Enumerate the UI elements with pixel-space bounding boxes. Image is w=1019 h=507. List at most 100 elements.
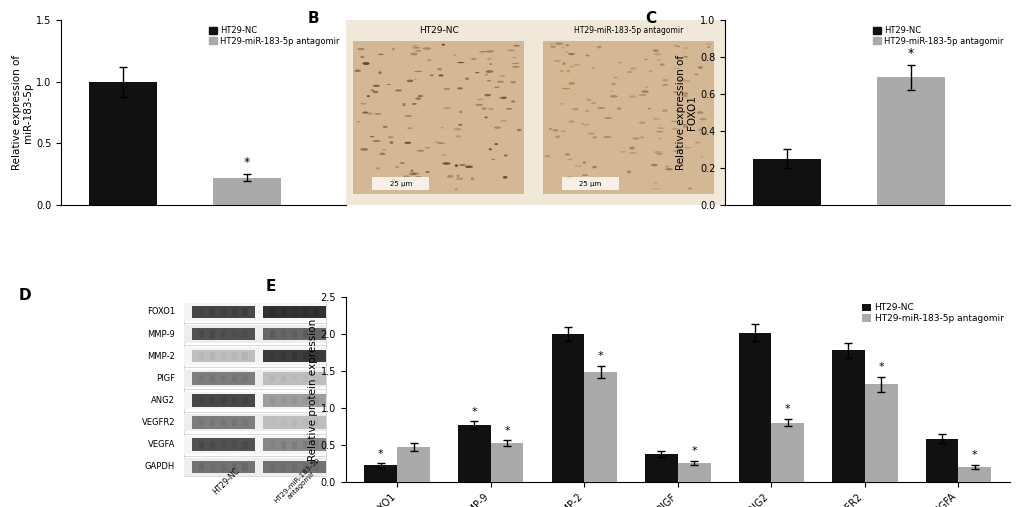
Bar bbox=[924, 439, 958, 482]
Ellipse shape bbox=[412, 103, 417, 105]
Ellipse shape bbox=[573, 64, 580, 65]
Ellipse shape bbox=[565, 51, 569, 53]
Bar bbox=[584, 372, 616, 482]
Ellipse shape bbox=[354, 69, 361, 72]
Ellipse shape bbox=[386, 84, 390, 85]
Ellipse shape bbox=[676, 46, 680, 47]
Ellipse shape bbox=[659, 63, 664, 66]
Bar bbox=[220, 441, 226, 449]
Bar bbox=[291, 441, 298, 449]
Bar bbox=[231, 441, 237, 449]
Bar bbox=[280, 396, 286, 404]
Bar bbox=[263, 439, 325, 451]
Text: *: * bbox=[244, 157, 250, 169]
Ellipse shape bbox=[452, 54, 457, 56]
Ellipse shape bbox=[569, 66, 573, 67]
Ellipse shape bbox=[479, 51, 486, 53]
Ellipse shape bbox=[404, 115, 412, 117]
Y-axis label: Relative expression of
FOXO1: Relative expression of FOXO1 bbox=[675, 55, 697, 170]
Ellipse shape bbox=[682, 94, 688, 97]
Bar bbox=[243, 419, 248, 426]
Ellipse shape bbox=[505, 108, 512, 110]
Bar bbox=[364, 465, 396, 482]
Ellipse shape bbox=[376, 167, 379, 169]
Ellipse shape bbox=[554, 43, 562, 45]
Ellipse shape bbox=[644, 87, 648, 88]
Ellipse shape bbox=[568, 121, 574, 123]
Ellipse shape bbox=[572, 108, 578, 111]
Ellipse shape bbox=[459, 111, 462, 113]
Ellipse shape bbox=[694, 141, 700, 143]
Bar bbox=[231, 352, 237, 360]
Ellipse shape bbox=[491, 159, 495, 160]
Bar bbox=[313, 330, 319, 338]
Bar bbox=[243, 308, 248, 316]
Ellipse shape bbox=[357, 121, 360, 122]
Bar bbox=[183, 325, 325, 343]
Ellipse shape bbox=[582, 162, 586, 164]
Bar bbox=[303, 352, 308, 360]
Ellipse shape bbox=[382, 126, 387, 128]
Ellipse shape bbox=[378, 71, 381, 74]
Ellipse shape bbox=[651, 188, 659, 189]
Bar bbox=[303, 375, 308, 382]
Ellipse shape bbox=[629, 147, 634, 150]
Ellipse shape bbox=[638, 94, 646, 95]
Ellipse shape bbox=[585, 110, 589, 112]
Text: C: C bbox=[645, 11, 656, 26]
Ellipse shape bbox=[412, 45, 418, 46]
Ellipse shape bbox=[706, 46, 710, 48]
Ellipse shape bbox=[367, 95, 370, 97]
Ellipse shape bbox=[627, 71, 632, 73]
Ellipse shape bbox=[609, 95, 618, 97]
Ellipse shape bbox=[675, 110, 682, 112]
Ellipse shape bbox=[363, 62, 369, 64]
Bar bbox=[243, 441, 248, 449]
Ellipse shape bbox=[626, 170, 631, 173]
Ellipse shape bbox=[611, 83, 615, 86]
Bar bbox=[183, 303, 325, 320]
Bar bbox=[396, 447, 430, 482]
Ellipse shape bbox=[465, 165, 473, 168]
Bar bbox=[231, 463, 237, 470]
Bar bbox=[876, 78, 944, 205]
Ellipse shape bbox=[360, 148, 368, 151]
Ellipse shape bbox=[620, 151, 626, 153]
Ellipse shape bbox=[415, 50, 421, 52]
Ellipse shape bbox=[697, 129, 702, 131]
Text: B: B bbox=[308, 11, 319, 26]
Ellipse shape bbox=[378, 54, 383, 55]
Text: *: * bbox=[784, 404, 790, 414]
Bar bbox=[263, 328, 325, 340]
Ellipse shape bbox=[471, 177, 474, 180]
Bar bbox=[313, 375, 319, 382]
Ellipse shape bbox=[616, 107, 621, 110]
Ellipse shape bbox=[561, 62, 566, 65]
Bar bbox=[280, 441, 286, 449]
Ellipse shape bbox=[441, 154, 446, 156]
Bar bbox=[192, 328, 255, 340]
Legend: HT29-NC, HT29-miR-183-5p antagomir: HT29-NC, HT29-miR-183-5p antagomir bbox=[859, 302, 1005, 325]
Ellipse shape bbox=[593, 183, 601, 185]
Ellipse shape bbox=[475, 72, 479, 73]
Ellipse shape bbox=[403, 175, 410, 177]
Ellipse shape bbox=[604, 117, 611, 119]
Bar bbox=[199, 352, 204, 360]
Ellipse shape bbox=[580, 123, 583, 124]
Ellipse shape bbox=[506, 50, 515, 51]
Ellipse shape bbox=[679, 158, 685, 159]
Bar bbox=[199, 441, 204, 449]
Ellipse shape bbox=[574, 165, 582, 167]
Ellipse shape bbox=[517, 129, 521, 131]
Ellipse shape bbox=[672, 128, 678, 130]
Bar bbox=[192, 461, 255, 473]
Ellipse shape bbox=[691, 108, 695, 111]
Ellipse shape bbox=[399, 162, 405, 164]
Ellipse shape bbox=[424, 147, 430, 149]
Ellipse shape bbox=[618, 62, 622, 63]
Ellipse shape bbox=[568, 53, 574, 55]
Legend: HT29-NC, HT29-miR-183-5p antagomir: HT29-NC, HT29-miR-183-5p antagomir bbox=[207, 24, 341, 48]
Ellipse shape bbox=[410, 53, 418, 55]
Ellipse shape bbox=[681, 124, 687, 125]
Bar bbox=[303, 396, 308, 404]
